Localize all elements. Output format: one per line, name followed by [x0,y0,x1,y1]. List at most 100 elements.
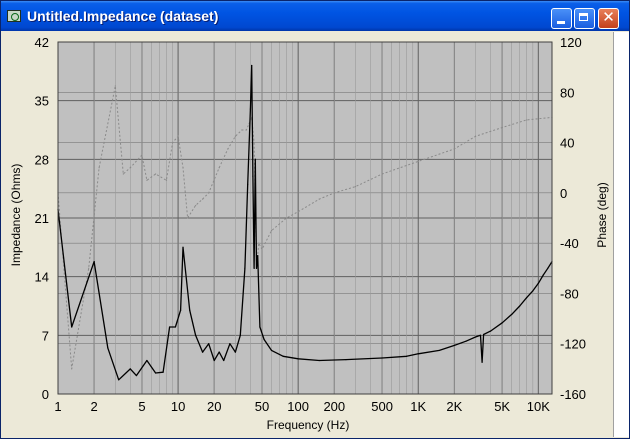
x-tick-label: 20 [207,399,221,414]
maximize-button[interactable] [574,8,595,29]
phase-point [155,173,157,175]
impedance-point [270,349,273,352]
x-tick-label: 5 [138,399,145,414]
title-bar[interactable]: Untitled.Impedance (dataset) ✕ [1,1,629,31]
impedance-point [247,183,249,186]
phase-point [201,198,204,200]
impedance-point [169,326,171,328]
x-axis-ticks: 1 2 5 10 20 50 100 200 500 1K 2K 5K 10K [54,399,550,414]
y2-tick-label: 40 [560,136,574,151]
x-tick-label: 2 [91,399,98,414]
phase-point [318,198,320,200]
y2-tick-label: -40 [560,236,579,251]
impedance-point [532,290,534,292]
phase-point [146,179,148,181]
phase-point [165,179,168,181]
y2-tick-label: -80 [560,286,579,301]
impedance-point [526,297,528,299]
x-axis-label: Frequency (Hz) [267,418,350,432]
impedance-point [263,338,265,341]
phase-point [453,148,455,150]
phase-point [258,242,260,244]
phase-point [234,135,236,137]
y-axis-label: Impedance (Ohms) [9,164,23,267]
impedance-point [234,351,236,353]
impedance-point [255,267,258,269]
phase-point [245,129,247,131]
x-tick-label: 1 [54,399,61,414]
impedance-point [229,343,231,345]
impedance-point [381,357,383,359]
impedance-point [501,322,503,324]
x-tick-label: 1K [410,399,426,414]
phase-point [71,368,73,370]
phase-point [88,267,90,269]
x-tick-label: 10K [527,399,550,414]
impedance-point [174,326,177,328]
impedance-point [481,361,483,363]
impedance-point [465,340,467,342]
y-tick-label: 21 [35,211,49,226]
phase-point [195,204,197,207]
phase-point [417,160,419,163]
impedance-point [208,343,210,345]
y2-axis-ticks: -160 -120 -80 -40 0 40 80 120 [560,35,586,402]
y2-tick-label: 80 [560,85,574,100]
impedance-point [482,333,485,336]
y-tick-label: 14 [35,270,49,285]
impedance-point [162,371,164,373]
impedance-point [182,246,184,248]
impedance-point [253,267,255,269]
phase-point [129,167,131,169]
phase-point [354,185,357,188]
y2-axis-label: Phase (deg) [595,182,609,247]
phase-point [261,248,263,251]
phase-point [171,141,174,144]
phase-point [122,173,124,175]
phase-point [208,192,210,194]
y-tick-label: 0 [42,387,49,402]
x-tick-label: 2K [446,399,462,414]
phase-point [270,229,273,232]
y-tick-label: 7 [42,328,49,343]
impedance-point [195,334,197,336]
impedance-point [213,359,215,362]
impedance-point [155,372,157,374]
x-tick-label: 200 [323,399,345,414]
impedance-point [254,158,256,160]
phase-point [333,192,335,194]
impedance-point [453,344,455,346]
impedance-point [406,355,408,357]
close-button[interactable]: ✕ [598,8,619,29]
impedance-point [479,334,482,336]
x-tick-label: 100 [287,399,309,414]
phase-point [241,129,243,131]
phase-point [501,126,503,129]
y-axis-ticks: 0 7 14 21 28 35 42 [35,35,49,402]
phase-point [182,167,184,169]
impedance-point [345,359,347,361]
y-tick-label: 35 [35,94,49,109]
phase-point [141,154,143,156]
impedance-point [318,359,320,362]
phase-point [114,85,116,87]
window-title: Untitled.Impedance (dataset) [27,8,219,24]
impedance-point [537,282,539,284]
impedance-point [519,305,521,307]
window-edge-strip [613,32,629,437]
phase-point [381,173,383,175]
impedance-point [252,175,254,177]
impedance-point [542,274,544,276]
impedance-point [135,374,138,377]
x-tick-label: 10 [171,399,185,414]
close-icon: ✕ [602,8,615,26]
impedance-point [547,267,549,269]
y2-tick-label: 0 [560,186,567,201]
phase-point [474,135,477,137]
y2-tick-label: 120 [560,35,582,50]
phase-point [227,148,229,150]
app-icon[interactable] [7,10,21,22]
minimize-button[interactable] [551,8,572,29]
maximize-icon [579,13,588,21]
